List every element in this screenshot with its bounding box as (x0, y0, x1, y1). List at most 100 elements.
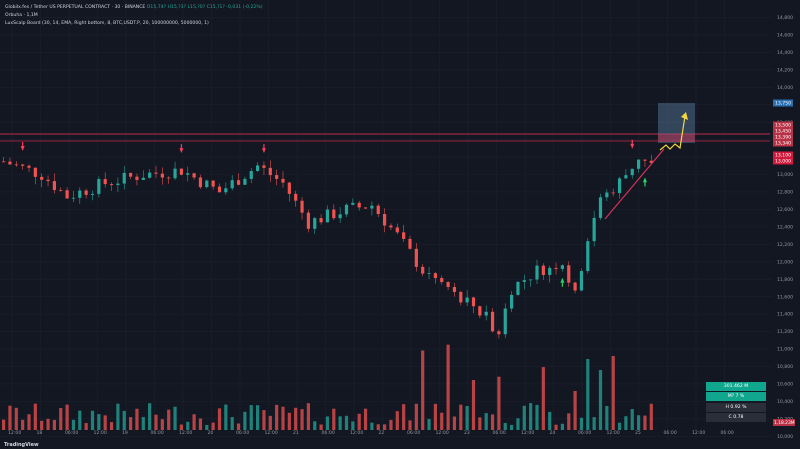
volume-bar (230, 417, 234, 430)
candle-body (383, 214, 387, 226)
sell-signal-icon (261, 148, 266, 154)
candle-body (510, 294, 514, 309)
price-badge-label: 13,000 (775, 159, 791, 165)
projection-arrowhead (681, 112, 688, 120)
candle-body (548, 267, 552, 276)
volume-bar (33, 403, 37, 430)
candle-body (598, 197, 603, 218)
candle-body (205, 180, 209, 188)
volume-bar (586, 359, 590, 430)
candle-body (529, 279, 533, 281)
time-tick-label: 12:00 (436, 430, 449, 436)
candle-body (389, 225, 393, 228)
candle-body (116, 183, 120, 186)
candle-body (649, 160, 653, 163)
candle-body (408, 238, 412, 249)
candle-body (414, 248, 418, 267)
candle-body (179, 168, 183, 175)
volume-bar (395, 411, 399, 430)
volume-bar (224, 404, 228, 430)
volume-bar (643, 415, 647, 430)
indicator-orbuha[interactable]: Orbuha · 1,1M (5, 13, 38, 18)
volume-bar (351, 421, 355, 430)
volume-bar (637, 415, 641, 430)
stats-row-4: С 0.78 (706, 413, 766, 422)
volume-bar (452, 416, 457, 430)
candle-body (243, 178, 247, 185)
candle-body (167, 177, 171, 179)
candle-body (173, 168, 177, 179)
price-tick-label: 11,200 (777, 329, 793, 335)
volume-bar (503, 422, 507, 430)
candle-body (465, 297, 469, 303)
price-badge-label: 13,390 (775, 135, 791, 141)
symbol-title[interactable]: Globilx.fes / Tether US PERPETUAL CONTRA… (5, 5, 146, 10)
candle-body (440, 278, 444, 283)
candle-body (2, 161, 6, 163)
time-tick-label: 12:00 (8, 430, 21, 436)
time-tick-label: 20 (208, 430, 214, 436)
volume-bar (560, 423, 564, 430)
price-badge (773, 121, 793, 129)
volume-bar (510, 424, 514, 430)
candle-body (287, 182, 291, 194)
candle-body (300, 200, 304, 213)
candle-body (230, 180, 234, 189)
volume-bar (497, 376, 501, 430)
candle-body (97, 179, 101, 194)
candle-body (71, 197, 76, 199)
candle-body (452, 287, 457, 292)
price-badge (773, 99, 793, 107)
volume-bar (217, 408, 222, 430)
volume-bar (459, 404, 463, 430)
candle-body (33, 167, 37, 177)
price-tick-label: 14,400 (777, 50, 793, 56)
volume-bar (344, 415, 349, 430)
price-badge-label: 13,100 (775, 153, 791, 159)
volume-bar (256, 405, 260, 430)
candle-body (497, 331, 501, 335)
candle-body (14, 164, 18, 166)
time-tick-label: 12:00 (94, 430, 107, 436)
stop-zone (658, 134, 695, 142)
time-tick-label: 06:00 (493, 430, 506, 436)
time-axis[interactable]: 12:00 18 06:00 12:00 19 06:00 12:00 20 06:00 12:0… (8, 430, 734, 436)
volume-bar (116, 403, 120, 430)
volume-bar (522, 405, 526, 430)
volume-bar (414, 403, 418, 430)
price-tick-label: 11,400 (777, 312, 793, 318)
volume-bar (535, 404, 539, 430)
price-badge-label: 13,500 (775, 123, 791, 129)
volume-bar (186, 421, 190, 430)
candle-body (122, 172, 126, 184)
time-tick-label: 06:00 (664, 430, 677, 436)
volume-bar (611, 356, 615, 430)
volume-bar (103, 415, 107, 430)
time-tick-label: 06:00 (151, 430, 164, 436)
tradingview-logo[interactable]: TradingView (4, 442, 39, 448)
volume-bar (268, 415, 272, 430)
volume-bar (71, 419, 76, 430)
candle-body (573, 282, 577, 291)
candle-body (198, 177, 203, 188)
candle-body (503, 308, 507, 335)
volume-badge (773, 419, 795, 426)
candle-body (611, 192, 615, 194)
volume-bar (236, 423, 241, 430)
sell-signal-icon (179, 148, 184, 154)
time-tick-label: 06:00 (236, 430, 249, 436)
candle-body (427, 273, 431, 274)
candle-body (554, 267, 558, 269)
volume-bar (376, 424, 380, 430)
candle-body (224, 188, 228, 193)
price-axis[interactable]: 14,80014,60014,40014,20014,00013,80013,6… (773, 15, 795, 440)
candle-body (325, 209, 330, 223)
volume-bar (97, 414, 101, 430)
indicator-luxscalp[interactable]: LuxScalp Board (30, 14, EMA, Right botto… (5, 21, 209, 26)
trend-line (604, 148, 665, 220)
candles (2, 154, 653, 339)
candle-body (332, 209, 336, 219)
volume-bar (90, 410, 95, 430)
price-badge (773, 127, 793, 135)
